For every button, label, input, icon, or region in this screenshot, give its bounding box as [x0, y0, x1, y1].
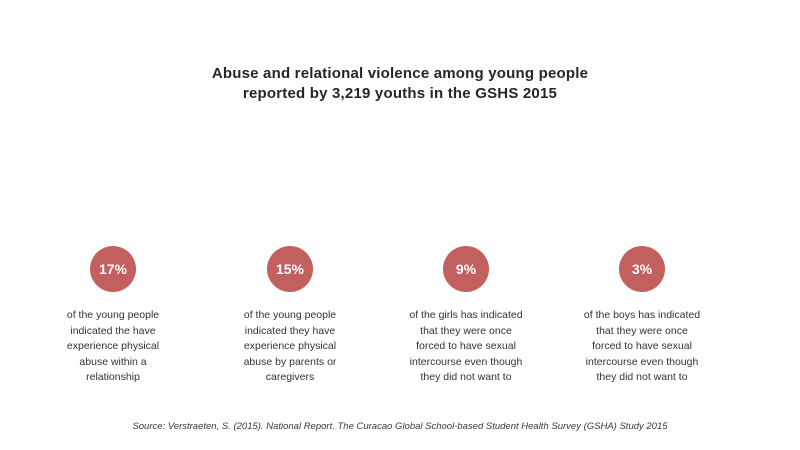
stat-badge: 17% [90, 246, 136, 292]
stat-description: of the girls has indicated that they wer… [409, 309, 523, 383]
stat-badge: 3% [619, 246, 665, 292]
infographic-title: Abuse and relational violence among youn… [0, 64, 800, 104]
stat-relationship-abuse: 17% of the young people indicated the ha… [43, 246, 183, 386]
stat-description: of the young people indicated the have e… [66, 309, 160, 383]
stat-description: of the young people indicated they have … [243, 309, 337, 383]
stat-girls-forced-intercourse: 9% of the girls has indicated that they … [396, 246, 536, 386]
title-line-1: Abuse and relational violence among youn… [211, 65, 589, 82]
stat-badge: 9% [443, 246, 489, 292]
stat-parental-abuse: 15% of the young people indicated they h… [220, 246, 360, 386]
stat-description: of the boys has indicated that they were… [583, 309, 701, 383]
stat-badge: 15% [267, 246, 313, 292]
source-citation: Source: Verstraeten, S. (2015). National… [132, 421, 668, 432]
title-line-2: reported by 3,219 youths in the GSHS 201… [242, 85, 558, 102]
stats-row: 17% of the young people indicated the ha… [0, 246, 800, 386]
stat-boys-forced-intercourse: 3% of the boys has indicated that they w… [572, 246, 712, 386]
